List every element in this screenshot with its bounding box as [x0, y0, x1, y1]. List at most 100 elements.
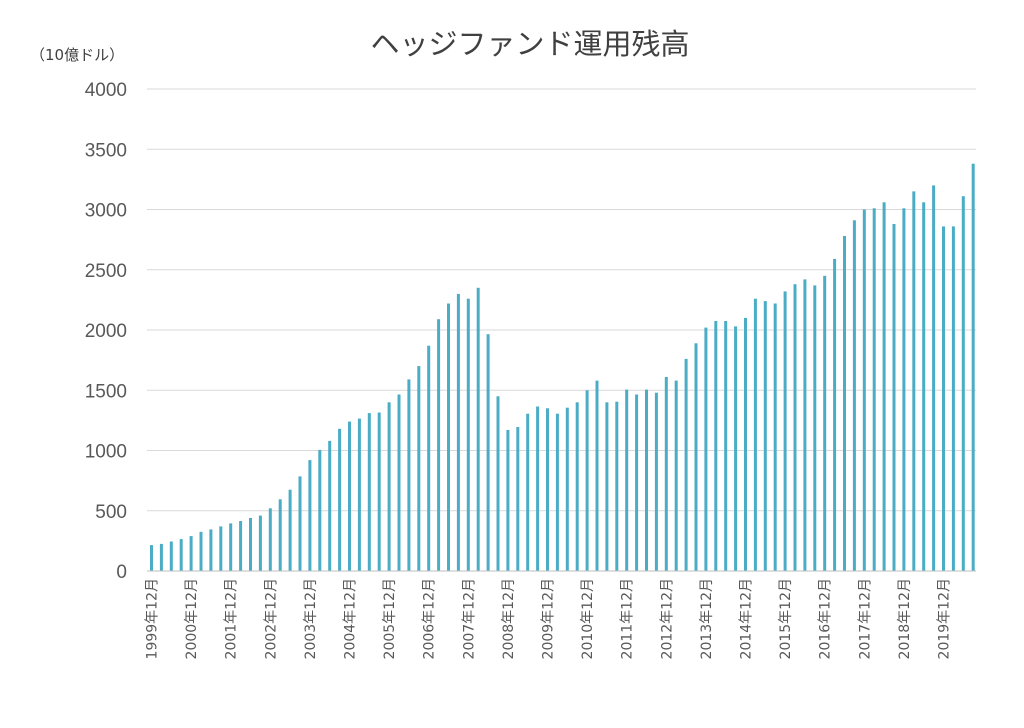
bar [258, 515, 262, 571]
bar [536, 406, 540, 571]
y-tick-label: 500 [95, 502, 127, 523]
x-tick-label: 2010年12月 [580, 578, 596, 659]
bar [555, 413, 559, 571]
bar [219, 526, 223, 571]
bar [249, 518, 252, 571]
bar [664, 377, 668, 571]
bars [150, 163, 975, 572]
bar [199, 531, 203, 571]
bar [278, 499, 282, 571]
bar [357, 418, 361, 571]
bar [704, 327, 708, 571]
bar [961, 196, 965, 571]
bar [585, 390, 589, 572]
bar [803, 279, 807, 571]
bar [546, 408, 549, 571]
x-tick-label: 2018年12月 [897, 578, 913, 659]
bar [862, 209, 866, 571]
x-tick-label: 2019年12月 [937, 578, 953, 659]
bar [506, 430, 510, 571]
bar [674, 380, 678, 571]
y-tick-label: 3000 [85, 201, 127, 222]
bar [694, 343, 698, 571]
bar [625, 389, 629, 571]
x-tick-label: 2012年12月 [659, 578, 675, 659]
bar [575, 402, 579, 571]
bar [912, 191, 916, 571]
y-axis-unit-label: （10億ドル） [30, 46, 124, 64]
bar [427, 345, 431, 571]
bar [773, 303, 777, 571]
bar [922, 202, 926, 572]
bar [763, 301, 767, 571]
y-tick-label: 1000 [85, 442, 127, 463]
bar [209, 529, 213, 571]
x-tick-label: 2005年12月 [382, 578, 398, 659]
bar [724, 321, 728, 571]
bar [714, 321, 718, 571]
bar [486, 334, 490, 571]
bar [882, 202, 886, 572]
x-tick-label: 2011年12月 [620, 578, 636, 659]
bar [793, 284, 797, 571]
bar [456, 293, 460, 571]
bar [318, 449, 322, 571]
bar [654, 392, 658, 571]
bar [268, 508, 272, 571]
y-tick-label: 2000 [85, 321, 127, 342]
bar [516, 427, 520, 571]
bar [239, 521, 243, 571]
bar [150, 545, 153, 571]
bar [684, 358, 688, 571]
x-tick-label: 2003年12月 [303, 578, 319, 659]
x-tick-label: 2007年12月 [461, 578, 477, 659]
bar [169, 541, 173, 571]
bar [338, 428, 342, 571]
bar [605, 402, 609, 571]
bar [783, 291, 787, 571]
x-tick-label: 1999年12月 [145, 578, 161, 659]
bar [377, 412, 381, 571]
bar [476, 287, 480, 571]
bar [645, 389, 648, 571]
bar [942, 226, 945, 571]
y-tick-label: 1500 [85, 381, 127, 402]
bar [872, 208, 876, 572]
bar [971, 163, 975, 571]
bar [179, 539, 183, 571]
x-tick-label: 2015年12月 [778, 578, 794, 659]
bar [397, 394, 401, 571]
bar [308, 460, 312, 571]
bar [843, 236, 846, 571]
bar [744, 317, 747, 571]
bar [753, 298, 757, 571]
x-tick-label: 2004年12月 [343, 578, 359, 659]
bar [565, 407, 569, 571]
bar [852, 220, 856, 572]
bar [387, 402, 391, 571]
bar [595, 380, 599, 571]
x-tick-label: 2000年12月 [184, 578, 200, 659]
bar [526, 413, 530, 571]
x-tick-label: 2006年12月 [422, 578, 438, 659]
y-tick-label: 0 [116, 562, 127, 583]
bar [615, 401, 619, 571]
bar [813, 285, 817, 571]
bar [734, 326, 738, 571]
x-tick-label: 2014年12月 [739, 578, 755, 659]
bar [159, 543, 163, 571]
bar [823, 275, 827, 571]
bar [635, 394, 639, 571]
bar [932, 185, 936, 571]
x-tick-label: 2008年12月 [501, 578, 517, 659]
bar [298, 476, 302, 571]
x-tick-label: 2001年12月 [224, 578, 240, 659]
chart-title: ヘッジファンド運用残高 [370, 27, 689, 61]
bar [951, 226, 955, 571]
x-tick-label: 2002年12月 [263, 578, 279, 659]
bar [496, 396, 500, 571]
bar [407, 379, 411, 571]
y-tick-label: 4000 [85, 80, 127, 101]
